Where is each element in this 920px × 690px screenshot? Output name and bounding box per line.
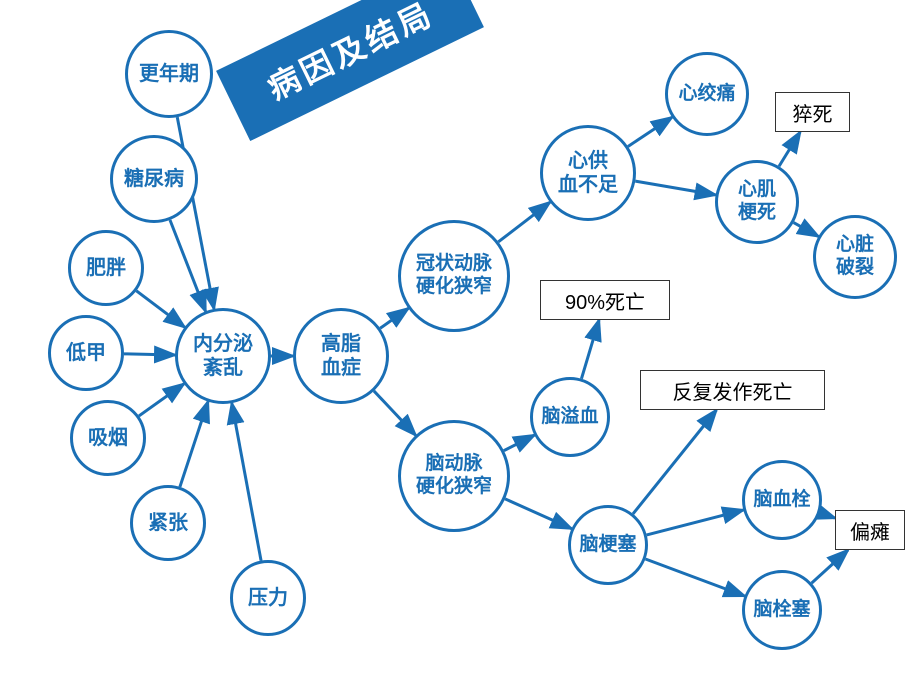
node-label: 压力: [248, 586, 288, 610]
edge-jz-nfm: [180, 402, 208, 487]
title-banner: 病因及结局: [216, 0, 484, 141]
node-tnb: 糖尿病: [110, 135, 198, 223]
node-gzxz: 高脂血症: [293, 308, 389, 404]
node-label: 吸烟: [88, 426, 128, 450]
edge-gzxz-ndm: [374, 391, 416, 435]
edge-xy-nfm: [139, 384, 184, 416]
node-nxs: 脑血栓: [742, 460, 822, 540]
node-nfm: 内分泌紊乱: [175, 308, 271, 404]
edge-nss-pt: [812, 550, 848, 583]
edge-nyx-sw90: [581, 320, 599, 379]
node-label: 高脂血症: [321, 332, 361, 380]
node-label: 紧张: [148, 511, 188, 535]
edge-fp-nfm: [136, 291, 184, 327]
title-text: 病因及结局: [259, 0, 441, 109]
node-label: 心脏破裂: [836, 234, 874, 280]
node-yl: 压力: [230, 560, 306, 636]
edge-gzxz-gzdm: [380, 308, 408, 328]
box-pt: 偏瘫: [835, 510, 905, 550]
edge-xgxbz-xjt: [628, 117, 672, 146]
node-xjt: 心绞痛: [665, 52, 749, 136]
edge-nxs-pt: [820, 513, 835, 518]
node-label: 心肌梗死: [738, 179, 776, 225]
edge-ngs-ffsw: [633, 410, 716, 514]
box-label: 90%死亡: [565, 286, 645, 315]
node-label: 脑梗塞: [579, 534, 636, 557]
edge-xjgs-xzpl: [794, 223, 819, 237]
box-label: 猝死: [793, 98, 833, 127]
node-gzdm: 冠状动脉硬化狭窄: [398, 220, 510, 332]
node-label: 脑动脉硬化狭窄: [416, 453, 492, 499]
node-dj: 低甲: [48, 315, 124, 391]
node-xy: 吸烟: [70, 400, 146, 476]
edge-ngs-nxs: [647, 510, 744, 535]
edge-yl-nfm: [232, 403, 261, 560]
edge-gzdm-xgxbz: [498, 202, 550, 242]
edge-tnb-nfm: [170, 220, 206, 311]
box-label: 反复发作死亡: [673, 376, 793, 405]
edge-xgxbz-xjgs: [635, 181, 715, 195]
box-label: 偏瘫: [850, 516, 890, 545]
node-label: 脑溢血: [541, 406, 598, 429]
node-jz: 紧张: [130, 485, 206, 561]
node-nss: 脑栓塞: [742, 570, 822, 650]
edge-xjgs-csi: [779, 132, 800, 166]
node-label: 脑栓塞: [753, 599, 810, 622]
node-ngs: 脑梗塞: [568, 505, 648, 585]
edge-ngs-nss: [645, 559, 744, 596]
node-label: 心供血不足: [558, 149, 618, 197]
box-sw90: 90%死亡: [540, 280, 670, 320]
node-xzpl: 心脏破裂: [813, 215, 897, 299]
node-label: 心绞痛: [678, 83, 735, 106]
node-label: 糖尿病: [124, 167, 184, 191]
node-xjgs: 心肌梗死: [715, 160, 799, 244]
box-ffsw: 反复发作死亡: [640, 370, 825, 410]
edge-dj-nfm: [124, 354, 175, 355]
edge-ndm-ngs: [505, 499, 571, 529]
node-label: 低甲: [66, 341, 106, 365]
node-label: 内分泌紊乱: [193, 332, 253, 380]
node-xgxbz: 心供血不足: [540, 125, 636, 221]
node-label: 更年期: [139, 62, 199, 86]
node-nyx: 脑溢血: [530, 377, 610, 457]
node-fp: 肥胖: [68, 230, 144, 306]
edge-ndm-nyx: [504, 435, 534, 450]
node-label: 肥胖: [86, 256, 126, 280]
node-gnq: 更年期: [125, 30, 213, 118]
box-csi: 猝死: [775, 92, 850, 132]
node-label: 脑血栓: [753, 489, 810, 512]
node-label: 冠状动脉硬化狭窄: [416, 253, 492, 299]
node-ndm: 脑动脉硬化狭窄: [398, 420, 510, 532]
